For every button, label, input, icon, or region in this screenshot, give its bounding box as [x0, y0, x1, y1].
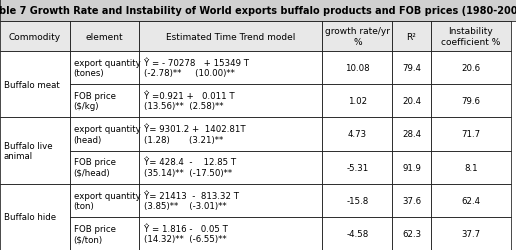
Text: FOB price
($/ton): FOB price ($/ton) [74, 224, 116, 243]
Text: Buffalo meat: Buffalo meat [4, 80, 60, 89]
Text: 28.4: 28.4 [402, 130, 421, 139]
Text: Ŷ= 21413  -  813.32 T
(3.85)**    (-3.01)**: Ŷ= 21413 - 813.32 T (3.85)** (-3.01)** [144, 191, 239, 210]
Text: 1.02: 1.02 [348, 97, 367, 106]
Bar [392, 118, 431, 151]
Text: 79.4: 79.4 [402, 64, 421, 73]
Text: 37.6: 37.6 [402, 196, 421, 205]
Bar [0, 52, 70, 118]
Bar [392, 151, 431, 184]
Bar [70, 22, 139, 52]
Text: Commodity: Commodity [9, 32, 61, 41]
Text: Ŷ = 1.816 -   0.05 T
(14.32)**  (-6.55)**: Ŷ = 1.816 - 0.05 T (14.32)** (-6.55)** [144, 224, 228, 243]
Bar [322, 52, 392, 85]
Bar [431, 22, 511, 52]
Bar [70, 52, 139, 85]
Bar [322, 118, 392, 151]
Bar [139, 151, 322, 184]
Bar [70, 217, 139, 250]
Text: Buffalo hide: Buffalo hide [4, 212, 56, 222]
Bar [392, 217, 431, 250]
Bar [322, 217, 392, 250]
Bar [322, 151, 392, 184]
Text: 20.4: 20.4 [402, 97, 421, 106]
Bar [392, 52, 431, 85]
Text: Instability
coefficient %: Instability coefficient % [441, 27, 501, 46]
Text: Ŷ= 9301.2 +  1402.81T
(1.28)       (3.21)**: Ŷ= 9301.2 + 1402.81T (1.28) (3.21)** [144, 125, 246, 144]
Bar [0, 184, 70, 250]
Text: growth rate/yr
%: growth rate/yr % [325, 27, 390, 46]
Text: element: element [86, 32, 123, 41]
Text: -4.58: -4.58 [346, 229, 368, 238]
Text: 8.1: 8.1 [464, 163, 478, 172]
Text: Ŷ =0.921 +   0.011 T
(13.56)**  (2.58)**: Ŷ =0.921 + 0.011 T (13.56)** (2.58)** [144, 92, 235, 111]
Bar [70, 151, 139, 184]
Text: -5.31: -5.31 [346, 163, 368, 172]
Bar [70, 118, 139, 151]
Text: R²: R² [407, 32, 416, 41]
Text: export quantity
(head): export quantity (head) [74, 125, 140, 144]
Bar [0, 0, 516, 22]
Bar [139, 85, 322, 118]
Bar [139, 184, 322, 217]
Text: Table 7 Growth Rate and Instability of World exports buffalo products and FOB pr: Table 7 Growth Rate and Instability of W… [0, 6, 516, 16]
Text: -15.8: -15.8 [346, 196, 368, 205]
Text: 62.4: 62.4 [461, 196, 480, 205]
Text: 37.7: 37.7 [461, 229, 480, 238]
Text: Buffalo live
animal: Buffalo live animal [4, 141, 53, 161]
Bar [431, 217, 511, 250]
Bar [392, 22, 431, 52]
Bar [392, 85, 431, 118]
Bar [70, 85, 139, 118]
Text: export quantity
(ton): export quantity (ton) [74, 191, 140, 210]
Bar [431, 184, 511, 217]
Text: 20.6: 20.6 [461, 64, 480, 73]
Bar [431, 85, 511, 118]
Text: Ŷ= 428.4  -    12.85 T
(35.14)**  (-17.50)**: Ŷ= 428.4 - 12.85 T (35.14)** (-17.50)** [144, 158, 236, 177]
Bar [431, 151, 511, 184]
Text: 79.6: 79.6 [461, 97, 480, 106]
Text: Estimated Time Trend model: Estimated Time Trend model [166, 32, 296, 41]
Bar [431, 118, 511, 151]
Text: export quantity
(tones): export quantity (tones) [74, 59, 140, 78]
Text: FOB price
($/kg): FOB price ($/kg) [74, 92, 116, 111]
Text: FOB price
($/head): FOB price ($/head) [74, 158, 116, 177]
Bar [322, 22, 392, 52]
Bar [322, 184, 392, 217]
Bar [139, 22, 322, 52]
Bar [322, 85, 392, 118]
Text: 10.08: 10.08 [345, 64, 369, 73]
Text: 62.3: 62.3 [402, 229, 421, 238]
Bar [0, 118, 70, 184]
Text: 4.73: 4.73 [348, 130, 367, 139]
Bar [139, 118, 322, 151]
Bar [70, 184, 139, 217]
Bar [139, 217, 322, 250]
Text: 91.9: 91.9 [402, 163, 421, 172]
Bar [139, 52, 322, 85]
Bar [431, 52, 511, 85]
Bar [392, 184, 431, 217]
Text: Ŷ = - 70278   + 15349 T
(-2.78)**     (10.00)**: Ŷ = - 70278 + 15349 T (-2.78)** (10.00)*… [144, 59, 249, 78]
Text: 71.7: 71.7 [461, 130, 480, 139]
Bar [0, 22, 70, 52]
